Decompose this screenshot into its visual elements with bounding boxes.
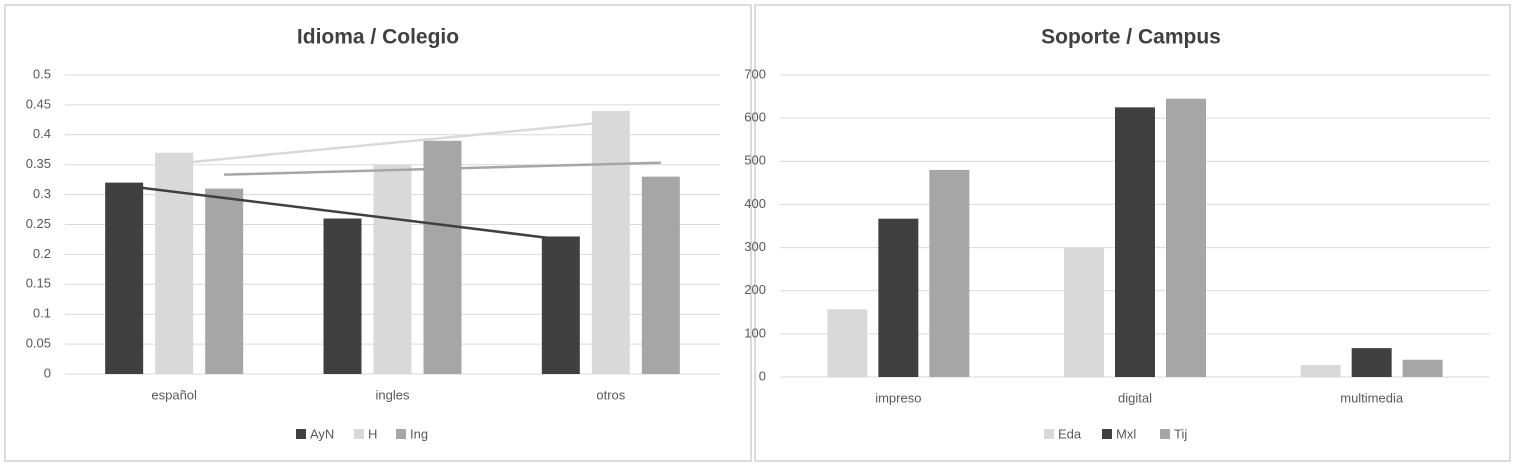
y-tick-label: 0: [44, 365, 51, 380]
y-tick-label: 0.15: [26, 276, 51, 291]
legend-swatch: [354, 429, 364, 439]
y-tick-label: 400: [744, 196, 766, 211]
y-tick-label: 0.4: [33, 126, 51, 141]
y-tick-label: 0.2: [33, 246, 51, 261]
chart-title: Soporte / Campus: [1041, 26, 1221, 49]
y-tick-label: 0.05: [26, 336, 51, 351]
bar: [929, 169, 970, 377]
legend-swatch: [296, 429, 306, 439]
bar: [373, 164, 412, 374]
x-tick-label: impreso: [875, 390, 921, 405]
bar: [878, 218, 919, 377]
y-tick-label: 300: [744, 239, 766, 254]
trend-line: [174, 120, 611, 165]
bar: [827, 309, 868, 377]
bar: [1300, 364, 1341, 377]
bar: [323, 218, 362, 374]
legend-label: Eda: [1058, 426, 1082, 441]
bar: [205, 188, 244, 374]
y-tick-label: 0.25: [26, 216, 51, 231]
bar: [591, 110, 630, 374]
bar: [641, 176, 680, 374]
legend-label: Ing: [410, 426, 428, 441]
y-tick-label: 200: [744, 282, 766, 297]
bar: [1115, 107, 1155, 377]
y-tick-label: 0: [759, 368, 766, 383]
y-tick-label: 0.35: [26, 156, 51, 171]
legend-swatch: [396, 429, 406, 439]
legend-swatch: [1044, 429, 1054, 439]
bar: [1402, 359, 1443, 377]
bar: [1351, 348, 1392, 377]
bar: [423, 140, 462, 374]
legend-label: Mxl: [1116, 426, 1136, 441]
y-tick-label: 0.3: [33, 186, 51, 201]
legend-label: H: [368, 426, 377, 441]
y-tick-label: 500: [744, 153, 766, 168]
trend-line: [224, 161, 661, 176]
y-tick-label: 100: [744, 325, 766, 340]
x-tick-label: otros: [596, 387, 625, 402]
chart-title: Idioma / Colegio: [297, 26, 459, 49]
legend-swatch: [1102, 429, 1112, 439]
x-tick-label: digital: [1118, 390, 1152, 405]
trend-line: [124, 184, 561, 241]
y-tick-label: 0.45: [26, 96, 51, 111]
bar: [1064, 247, 1104, 377]
bar: [541, 236, 580, 374]
bar: [155, 152, 194, 374]
y-tick-label: 700: [744, 66, 766, 81]
x-tick-label: ingles: [376, 387, 410, 402]
y-tick-label: 0.1: [33, 306, 51, 321]
bar: [1166, 98, 1206, 377]
bar: [105, 182, 144, 374]
legend-label: Tij: [1174, 426, 1187, 441]
y-tick-label: 600: [744, 110, 766, 125]
legend-label: AyN: [310, 426, 334, 441]
x-tick-label: multimedia: [1340, 390, 1404, 405]
x-tick-label: español: [151, 387, 197, 402]
legend-swatch: [1160, 429, 1170, 439]
y-tick-label: 0.5: [33, 66, 51, 81]
